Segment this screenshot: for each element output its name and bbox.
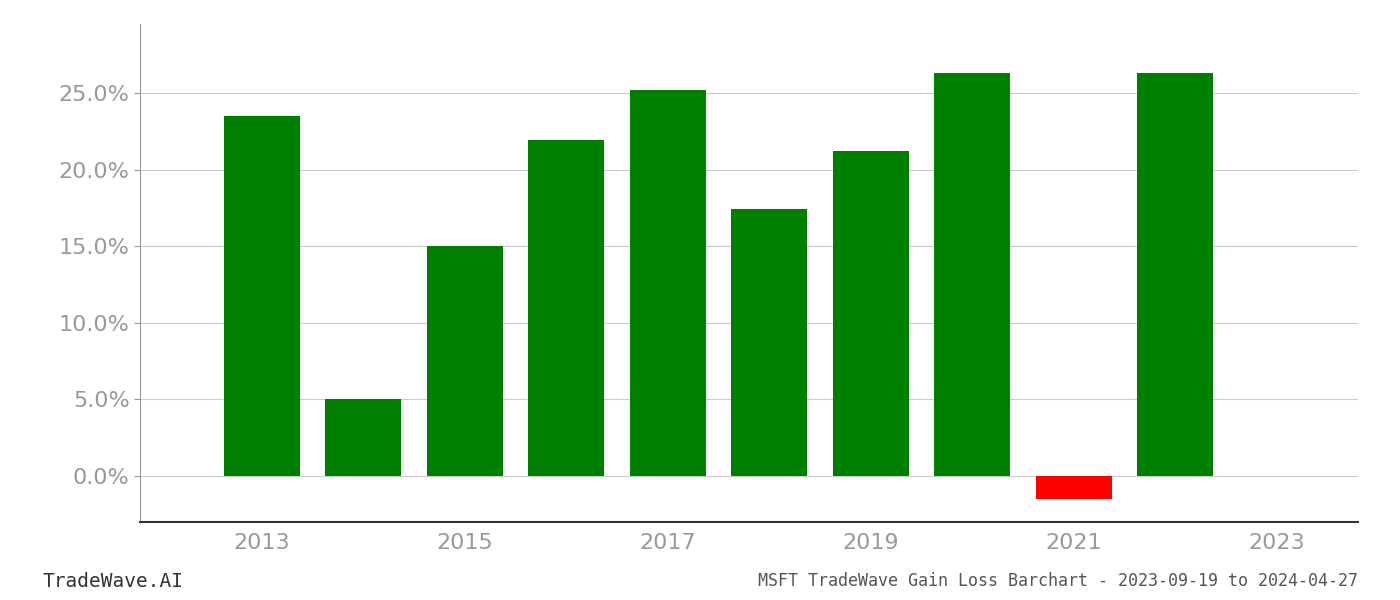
Bar — [731, 209, 808, 476]
Bar — [1036, 476, 1112, 499]
Text: TradeWave.AI: TradeWave.AI — [42, 572, 183, 591]
Text: MSFT TradeWave Gain Loss Barchart - 2023-09-19 to 2024-04-27: MSFT TradeWave Gain Loss Barchart - 2023… — [757, 572, 1358, 590]
Bar — [630, 90, 706, 476]
Bar — [325, 400, 402, 476]
Bar — [224, 116, 300, 476]
Bar — [1137, 73, 1214, 476]
Bar — [833, 151, 909, 476]
Bar — [427, 246, 503, 476]
Bar — [528, 140, 605, 476]
Bar — [934, 73, 1011, 476]
